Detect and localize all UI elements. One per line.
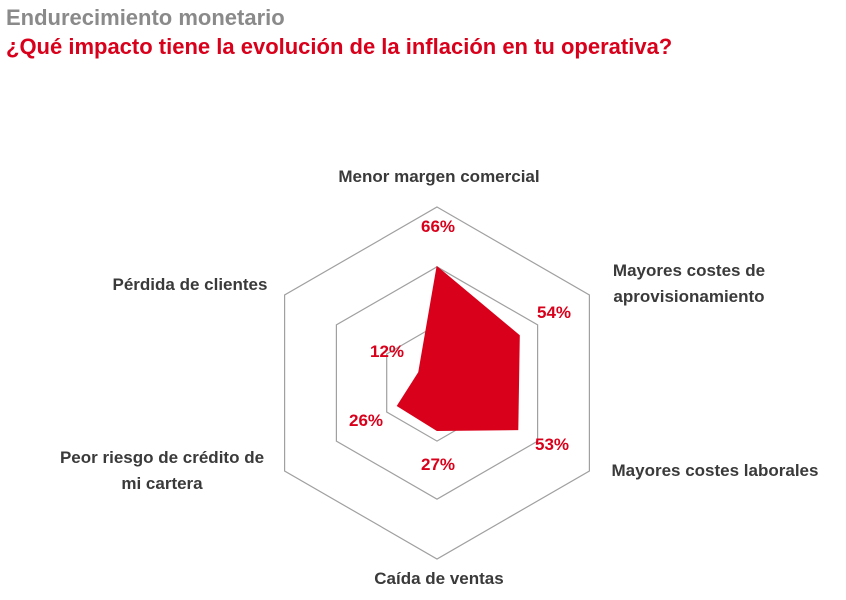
- radar-series: [396, 265, 520, 432]
- chart-title: ¿Qué impacto tiene la evolución de la in…: [6, 34, 673, 59]
- category-label-5: Peor riesgo de crédito de mi cartera: [60, 448, 264, 493]
- category-label-2: Mayores costes de aprovisionamiento: [613, 261, 765, 306]
- value-label-4: 27%: [421, 455, 455, 474]
- chart-header: Endurecimiento monetario ¿Qué impacto ti…: [6, 4, 836, 62]
- category-label-1: Menor margen comercial: [338, 167, 539, 186]
- category-label-6: Pérdida de clientes: [113, 275, 268, 294]
- chart-supertitle: Endurecimiento monetario: [6, 5, 285, 30]
- value-labels: 66% 54% 53% 27% 26% 12%: [349, 217, 571, 474]
- grid-ring-3: [284, 206, 591, 560]
- category-label-4: Caída de ventas: [374, 569, 503, 588]
- value-label-2: 54%: [537, 303, 571, 322]
- value-label-6: 12%: [370, 342, 404, 361]
- value-label-5: 26%: [349, 411, 383, 430]
- value-label-3: 53%: [535, 435, 569, 454]
- grid-ring-2: [335, 266, 539, 500]
- value-label-1: 66%: [421, 217, 455, 236]
- category-labels: Menor margen comercial Mayores costes de a…: [60, 167, 819, 588]
- series-area: [396, 265, 520, 432]
- category-label-3: Mayores costes laborales: [612, 461, 819, 480]
